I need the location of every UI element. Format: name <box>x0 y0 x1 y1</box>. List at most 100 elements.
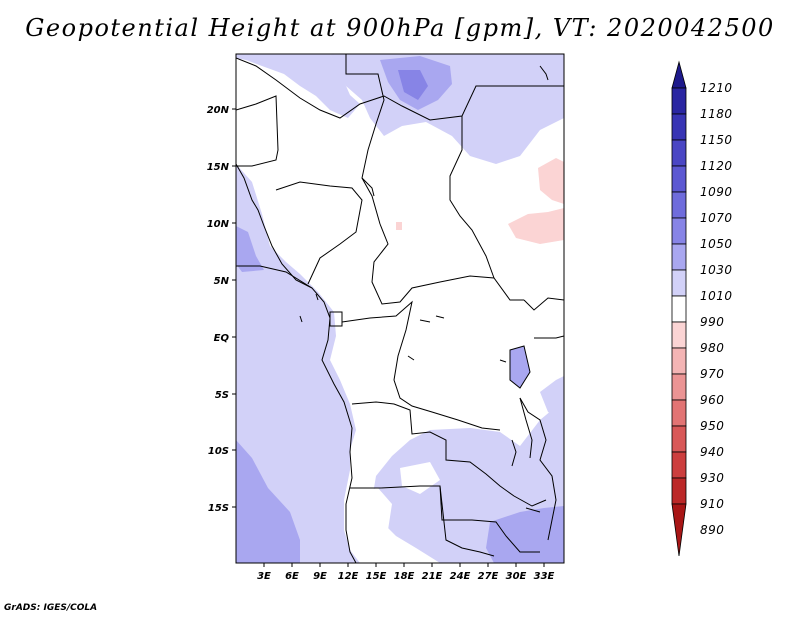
nigeria-border <box>275 181 363 285</box>
colorbar-swatch <box>671 113 687 141</box>
uganda-kenya-border <box>534 335 564 339</box>
colorbar-swatch <box>671 399 687 427</box>
colorbar-level-label: 1030 <box>700 263 733 277</box>
lon-label: 6E <box>285 571 299 582</box>
colorbar-swatch <box>671 87 687 115</box>
tanzania-mozambique-border <box>519 397 557 541</box>
colorbar-level-label: 1090 <box>700 185 733 199</box>
shade-north-darkest <box>398 70 428 100</box>
colorbar-level-label: 970 <box>700 367 724 381</box>
colorbar-level-label: 1150 <box>700 133 733 147</box>
lake-chad <box>361 177 375 197</box>
shade-low-small <box>396 222 402 230</box>
lat-label: 5S <box>215 390 229 401</box>
colorbar-level-label: 1180 <box>700 107 733 121</box>
mali-border <box>236 95 279 167</box>
colorbar-level-label: 990 <box>700 315 724 329</box>
shade-atlantic <box>236 164 360 563</box>
inland-lakes <box>299 293 507 363</box>
colorbar-level-label: 1050 <box>700 237 733 251</box>
colorbar-top-arrow <box>671 60 687 89</box>
colorbar-level-label: 950 <box>700 419 724 433</box>
colorbar-swatch <box>671 243 687 271</box>
colorbar-level-label: 1070 <box>700 211 733 225</box>
colorbar-swatch <box>671 425 687 453</box>
lon-label: 24E <box>450 571 471 582</box>
hole-south-1 <box>360 488 392 534</box>
south-sudan-uganda-border <box>523 297 564 311</box>
lon-label: 18E <box>394 571 415 582</box>
colorbar-swatch <box>671 373 687 401</box>
colorbar-level-label: 960 <box>700 393 724 407</box>
colorbar-level-label: 1210 <box>700 81 733 95</box>
colorbar-level-label: 890 <box>700 523 724 537</box>
lon-ticks <box>263 563 545 567</box>
lon-label: 27E <box>478 571 499 582</box>
shade-lake-victoria <box>510 346 530 388</box>
lat-label: 15S <box>208 503 229 514</box>
colorbar-swatch <box>671 451 687 479</box>
lat-label: 10S <box>208 446 229 457</box>
lat-label: 20N <box>207 105 230 116</box>
colorbar-swatch <box>671 217 687 245</box>
sahel-border-north <box>236 57 564 121</box>
angola-drc-border <box>351 401 547 507</box>
colorbar-level-label: 1010 <box>700 289 733 303</box>
colorbar-bottom-arrow <box>671 503 687 557</box>
lon-label: 12E <box>338 571 359 582</box>
shade-east-lake <box>540 376 564 420</box>
lon-label: 21E <box>422 571 443 582</box>
lon-label: 9E <box>313 571 327 582</box>
lat-label: EQ <box>214 333 230 344</box>
colorbar-labels: 1210 1180 1150 1120 1090 1070 1050 1030 … <box>700 81 733 537</box>
shade-low-southeast <box>508 208 564 244</box>
colorbar-swatch <box>671 191 687 219</box>
plot-frame <box>235 53 565 564</box>
southern-lakes <box>511 439 541 513</box>
colorbar-swatch <box>671 139 687 167</box>
grads-credit: GrADS: IGES/COLA <box>4 603 98 613</box>
map-borders <box>236 54 564 563</box>
colorbar-swatch <box>671 321 687 349</box>
shade-southeast-darker <box>486 506 564 563</box>
lat-ticks <box>232 108 236 508</box>
shade-nw <box>236 54 360 118</box>
chart-title: Geopotential Height at 900hPa [gpm], VT:… <box>25 14 775 42</box>
zambia-border <box>439 485 495 557</box>
gulf-coastline <box>236 265 313 289</box>
lon-label: 33E <box>534 571 555 582</box>
lake-victoria <box>509 345 531 389</box>
lat-label: 5N <box>214 276 230 287</box>
shade-westcoast-darker <box>236 226 264 272</box>
lat-label: 10N <box>207 219 230 230</box>
colorbar-level-label: 910 <box>700 497 724 511</box>
colorbar-swatch <box>671 269 687 297</box>
lon-label: 30E <box>506 571 527 582</box>
colorbar-swatch <box>671 295 687 323</box>
colorbar-swatch <box>671 347 687 375</box>
lat-labels: 20N 15N 10N 5N EQ 5S 10S 15S <box>207 105 230 514</box>
sudan-chad-border <box>449 116 495 279</box>
car-border <box>371 223 524 305</box>
shade-low-east <box>538 158 564 204</box>
niger-chad-border <box>345 54 385 225</box>
lake-tanganyika <box>519 397 533 459</box>
north-coast-fragment <box>539 65 549 81</box>
west-coastline <box>236 163 357 563</box>
lon-labels: 3E 6E 9E 12E 15E 18E 21E 24E 27E 30E 33E <box>257 571 554 582</box>
lat-label: 15N <box>207 162 230 173</box>
lon-label: 3E <box>257 571 271 582</box>
colorbar <box>671 60 687 557</box>
angola-namibia-border <box>350 485 540 553</box>
colorbar-level-label: 1120 <box>700 159 733 173</box>
congo-border <box>341 300 501 431</box>
colorbar-level-label: 940 <box>700 445 724 459</box>
colorbar-swatch <box>671 165 687 193</box>
equatorial-guinea <box>329 311 343 327</box>
colorbar-swatch <box>671 477 687 505</box>
height-field <box>236 54 564 563</box>
colorbar-level-label: 930 <box>700 471 724 485</box>
colorbar-level-label: 980 <box>700 341 724 355</box>
lon-label: 15E <box>366 571 387 582</box>
